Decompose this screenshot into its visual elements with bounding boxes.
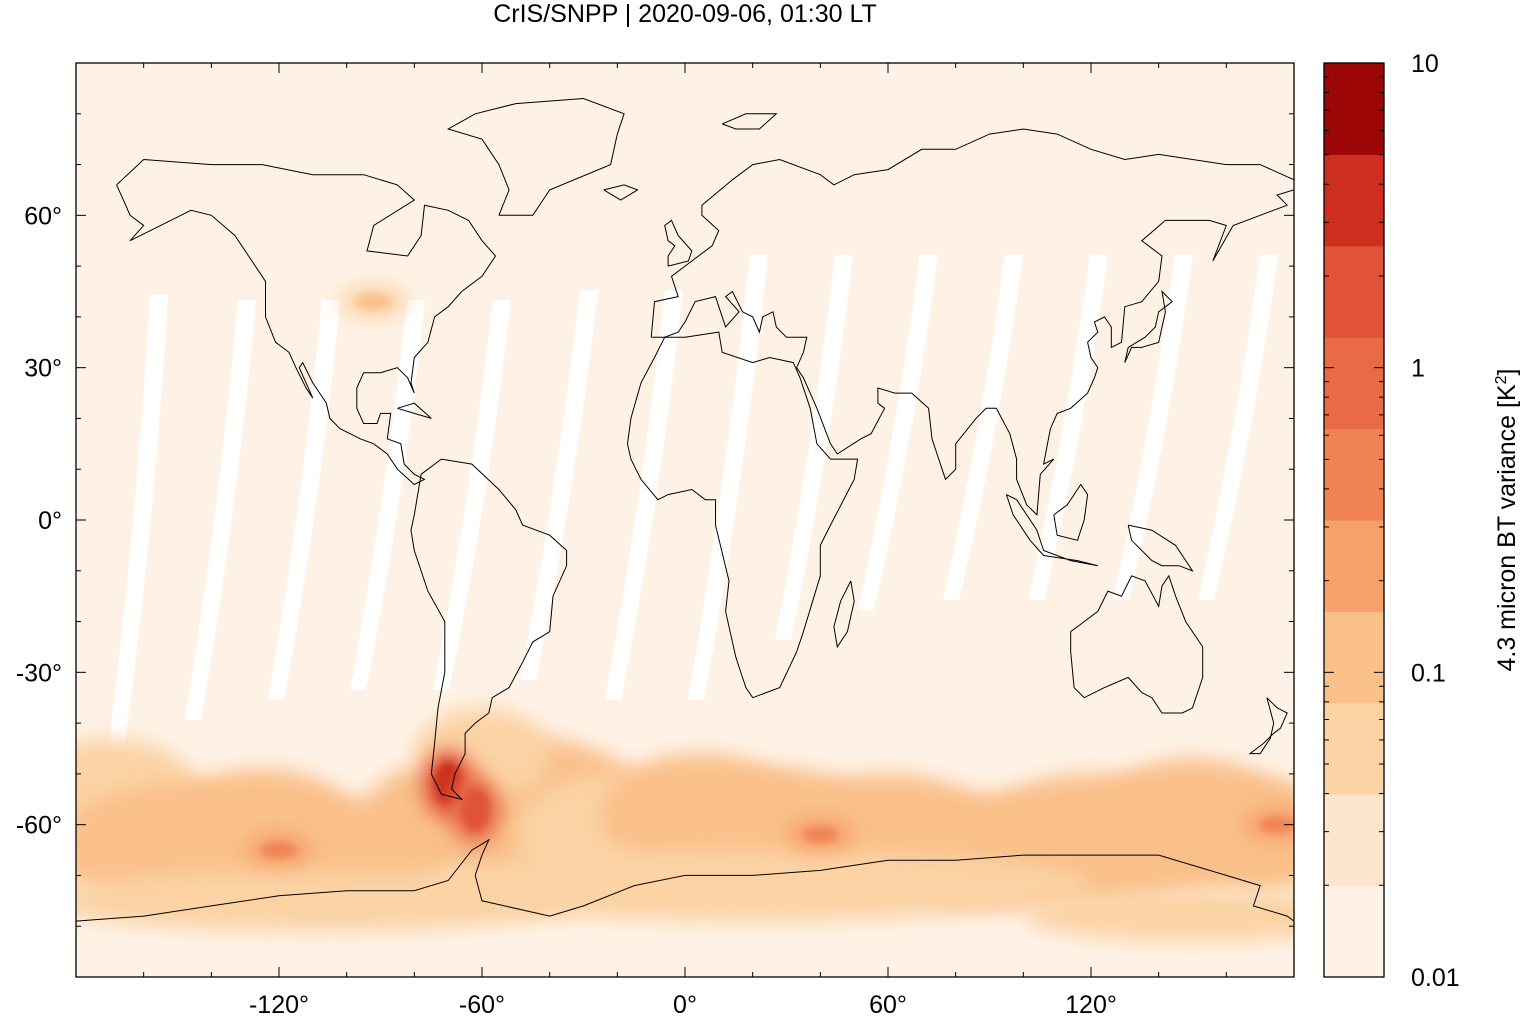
swath-gap-6 [605,290,683,700]
colorbar-band-6 [1324,337,1384,430]
colorbar-band-4 [1324,520,1384,612]
colorbar-band-3 [1324,611,1384,704]
storm-band-blob-17 [1023,890,1294,942]
coastline-uk [664,219,693,267]
colorbar-tick-label: 0.01 [1411,964,1460,992]
colorbar-band-1 [1324,794,1384,887]
colorbar-band-0 [1324,885,1384,978]
coastline-cuba [397,402,432,419]
colorbar-tick-label: 1 [1411,355,1425,383]
swath-gap-9 [858,255,938,610]
storm-band-blob-15 [414,850,1091,922]
y-tick-label: -60° [16,812,62,840]
colorbar-tick-label: 0.1 [1411,659,1446,687]
coastline-antarctica [76,838,1294,922]
colorbar-tick-labels: 10 1 0.1 0.01 [1411,50,1460,992]
colorbar-band-2 [1324,702,1384,795]
coastline-borneo [1053,483,1089,541]
x-tick-label: -60° [459,991,505,1019]
y-tick-label: 60° [24,202,62,230]
x-tick-label: 0° [673,991,697,1019]
swath-gap-0 [108,295,168,750]
storm-band-blob-13 [1199,778,1294,891]
colorbar-label-end: ] [1493,368,1521,375]
coastline-north-america [116,158,497,486]
storm-band-blob-16 [76,870,584,932]
x-tick-label: 120° [1065,991,1117,1019]
swath-gap-3 [350,300,425,690]
colorbar-frame [1323,62,1385,978]
swath-gap-2 [268,300,340,700]
coastline-australia [1070,574,1204,714]
x-tick-label: -120° [249,991,309,1019]
y-tick-label: -30° [16,659,62,687]
swath-gap-4 [433,300,511,690]
swath-gap-13 [1198,255,1278,600]
coastline-indonesia [1005,494,1098,567]
coastline-iceland [603,184,639,201]
y-tick-label: 30° [24,355,62,383]
colorbar-label-superscript: 2 [1493,375,1510,384]
x-tick-label: 60° [869,991,907,1019]
chart-title: CrIS/SNPP | 2020-09-06, 01:30 LT [493,0,877,28]
coastlines [76,97,1294,922]
colorbar-band-8 [1324,154,1384,247]
swath-gap-5 [520,290,598,680]
hotspot-core-2 [802,826,839,843]
map-area [76,63,1294,977]
colorbar-tick-label: 10 [1411,50,1439,78]
map-ticks [75,62,1295,978]
hotspot-core-3 [261,842,297,859]
coastline-new-zealand [1248,697,1288,755]
colorbar-ticks [1324,76,1384,978]
colorbar-band-5 [1324,428,1384,521]
swath-gap-10 [943,255,1023,600]
coastline-new-guinea [1127,524,1194,572]
colorbar-band-9 [1324,63,1384,155]
coastline-south-america [410,458,568,801]
hotspot-core-5 [355,293,392,310]
swath-gap-7 [688,255,768,700]
axis-labels: -120° -60° 0° 60° 120° 60° 30° 0° -30° -60° [16,202,1117,1019]
coastline-greenland [446,97,625,216]
colorbar-label-text: 4.3 micron BT variance [K [1493,384,1521,671]
coastline-madagascar [833,580,855,649]
colorbar-label: 4.3 micron BT variance [K2] [1493,368,1521,671]
heat-blobs [76,285,1294,942]
swath-gap-8 [775,255,853,640]
y-tick-label: 0° [38,507,62,535]
swath-gap-12 [1113,255,1193,600]
coastline-europe-asia [650,128,1294,517]
coastline-africa [627,331,859,699]
swath-gap-1 [185,300,256,720]
colorbar [1323,62,1385,978]
colorbar-band-7 [1324,245,1384,338]
coastline-svalbard [722,113,778,130]
hotspot-core-1 [461,787,490,832]
swath-gaps [108,255,1278,750]
coastline-japan [1124,290,1173,363]
hotspot-core-4 [1259,816,1294,833]
